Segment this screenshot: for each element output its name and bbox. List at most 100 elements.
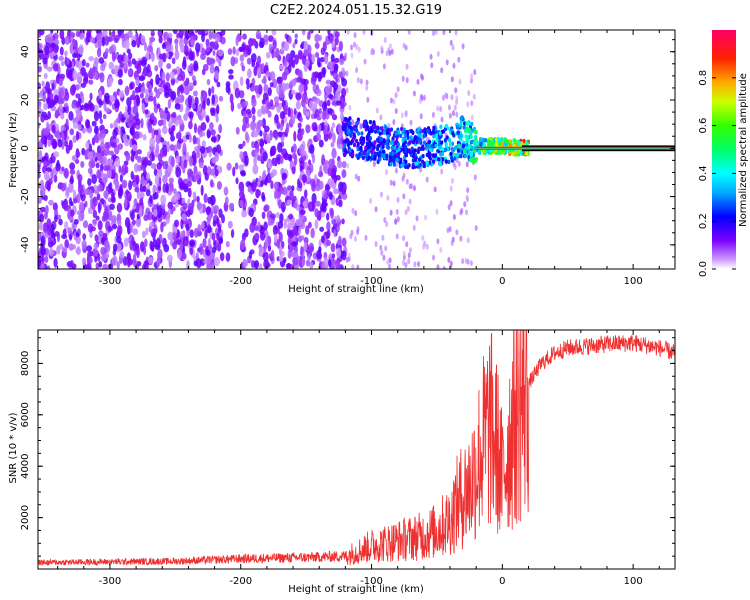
spectral-cell bbox=[134, 187, 140, 193]
spectral-cell bbox=[439, 106, 443, 113]
spectral-cell bbox=[293, 154, 298, 166]
spectral-cell bbox=[357, 46, 361, 53]
spectral-cell bbox=[385, 169, 389, 176]
spectral-cell bbox=[54, 109, 59, 118]
spectral-cell bbox=[278, 186, 285, 195]
spectral-cell bbox=[113, 64, 119, 74]
spectral-cell bbox=[255, 143, 260, 149]
spectral-cell bbox=[227, 48, 233, 55]
spectral-cell bbox=[238, 164, 245, 171]
carrier-cell bbox=[512, 137, 516, 143]
spectral-cell bbox=[211, 246, 217, 254]
spectral-cell bbox=[251, 98, 257, 108]
spectral-cell bbox=[297, 69, 303, 78]
spectral-cell bbox=[247, 185, 252, 193]
carrier-cell bbox=[354, 124, 358, 129]
spectral-cell bbox=[169, 144, 175, 151]
spectral-cell bbox=[49, 52, 54, 59]
spectral-cell bbox=[470, 100, 474, 107]
spectral-cell bbox=[311, 53, 316, 63]
spectral-cell bbox=[359, 78, 363, 85]
spectral-cell bbox=[334, 31, 340, 38]
carrier-cell bbox=[490, 141, 494, 146]
spectral-cell bbox=[396, 86, 400, 93]
spectral-cell bbox=[209, 260, 216, 269]
carrier-cell bbox=[399, 133, 403, 139]
spectral-cell bbox=[102, 232, 108, 238]
spectral-cell bbox=[449, 200, 453, 207]
spectral-cell bbox=[162, 174, 168, 184]
spectral-cell bbox=[42, 160, 48, 166]
spectral-cell bbox=[375, 107, 379, 114]
carrier-cell bbox=[376, 144, 380, 149]
spectral-cell bbox=[202, 238, 207, 248]
spectral-cell bbox=[189, 63, 194, 73]
spectral-cell bbox=[65, 37, 69, 45]
spectral-cell bbox=[96, 146, 102, 154]
spectral-cell bbox=[143, 214, 149, 221]
spectral-cell bbox=[254, 232, 260, 240]
spectral-cell bbox=[337, 122, 342, 133]
carrier-cell bbox=[378, 150, 382, 156]
spectral-cell bbox=[238, 143, 244, 150]
spectral-cell bbox=[172, 241, 178, 250]
spectral-cell bbox=[141, 176, 145, 186]
spectral-cell bbox=[70, 32, 76, 38]
spectral-cell bbox=[276, 85, 280, 95]
carrier-cell bbox=[421, 146, 425, 151]
spectral-cell bbox=[429, 53, 433, 60]
spectral-cell bbox=[82, 257, 86, 266]
spectral-cell bbox=[140, 35, 146, 45]
spectral-cell bbox=[274, 114, 279, 124]
spectral-cell bbox=[262, 251, 269, 262]
spectral-cell bbox=[126, 252, 132, 262]
spectral-cell bbox=[395, 161, 399, 168]
spectral-cell bbox=[436, 264, 440, 269]
spectral-cell bbox=[196, 195, 200, 203]
spectral-cell bbox=[104, 35, 110, 46]
spectral-cell bbox=[219, 252, 225, 262]
spectral-cell bbox=[435, 208, 439, 215]
spectral-cell bbox=[242, 258, 247, 269]
y-tick-label: 2000 bbox=[20, 505, 31, 530]
spectral-cell bbox=[338, 235, 342, 245]
spectral-cell bbox=[314, 33, 320, 43]
spectral-cell bbox=[389, 97, 393, 104]
spectral-cell bbox=[431, 111, 435, 118]
spectral-cell bbox=[235, 126, 240, 135]
carrier-cell bbox=[477, 150, 481, 155]
spectral-cell bbox=[150, 163, 157, 170]
spectral-cell bbox=[103, 101, 107, 111]
spectral-cell bbox=[279, 213, 284, 224]
spectral-cell bbox=[292, 42, 296, 49]
spectral-cell bbox=[89, 92, 93, 101]
spectral-cell bbox=[61, 132, 65, 142]
spectral-cell bbox=[235, 48, 240, 57]
spectral-cell bbox=[292, 258, 298, 266]
spectral-cell bbox=[259, 37, 265, 49]
spectral-cell bbox=[96, 253, 101, 262]
spectral-cell bbox=[97, 220, 103, 231]
spectral-cell bbox=[175, 155, 180, 164]
spectral-cell bbox=[209, 122, 214, 130]
spectral-cell bbox=[119, 184, 123, 193]
spectral-cell bbox=[404, 109, 408, 116]
spectral-cell bbox=[402, 235, 406, 242]
carrier-cell bbox=[478, 137, 483, 142]
spectral-cell bbox=[78, 201, 85, 213]
spectral-cell bbox=[454, 87, 458, 94]
spectral-cell bbox=[51, 124, 56, 134]
spectral-cell bbox=[269, 71, 276, 81]
spectral-cell bbox=[166, 63, 172, 70]
spectral-cell bbox=[117, 125, 121, 136]
carrier-cell bbox=[438, 131, 442, 136]
spectral-cell bbox=[72, 52, 77, 59]
spectral-cell bbox=[38, 30, 45, 36]
spectral-cell bbox=[305, 111, 310, 117]
spectral-cell bbox=[200, 121, 207, 131]
spectral-cell bbox=[271, 30, 277, 36]
spectral-cell bbox=[242, 33, 247, 40]
spectral-cell bbox=[292, 225, 298, 236]
spectral-cell bbox=[257, 55, 262, 65]
spectral-cell bbox=[405, 77, 409, 84]
